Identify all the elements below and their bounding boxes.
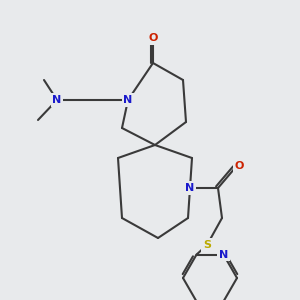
Text: N: N bbox=[185, 183, 195, 193]
Text: N: N bbox=[123, 95, 133, 105]
Text: O: O bbox=[148, 33, 158, 43]
Text: N: N bbox=[52, 95, 62, 105]
Text: N: N bbox=[219, 250, 228, 260]
Text: O: O bbox=[234, 161, 244, 171]
Text: S: S bbox=[203, 240, 211, 250]
